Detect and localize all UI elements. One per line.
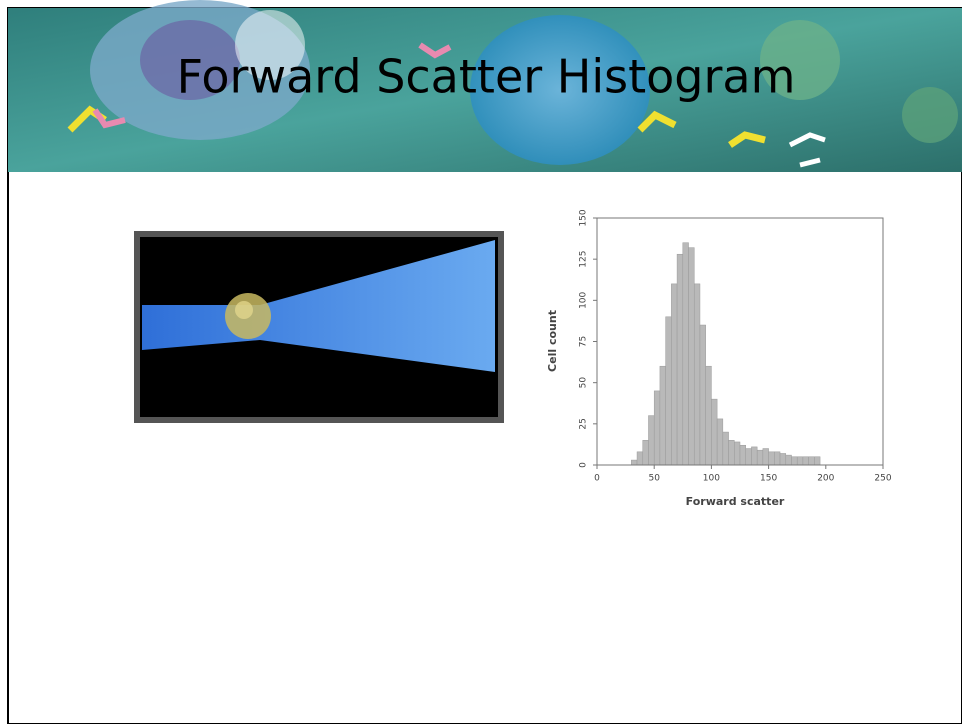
y-tick-label: 0 bbox=[579, 462, 589, 468]
x-tick-label: 250 bbox=[874, 474, 891, 484]
histogram-bar bbox=[780, 453, 786, 465]
histogram-bar bbox=[814, 457, 820, 465]
histogram-bar bbox=[689, 248, 695, 465]
histogram-bar bbox=[774, 452, 780, 465]
histogram-bar bbox=[694, 284, 700, 465]
y-tick-label: 100 bbox=[579, 291, 589, 308]
beam-image bbox=[137, 234, 501, 420]
histogram-bar bbox=[677, 254, 683, 465]
histogram-bar bbox=[706, 366, 712, 465]
histogram-bar bbox=[711, 399, 717, 465]
histogram-bar bbox=[763, 449, 769, 465]
y-tick-label: 125 bbox=[579, 251, 589, 268]
y-tick-label: 75 bbox=[579, 336, 589, 347]
histogram-bar bbox=[791, 457, 797, 465]
y-tick-label: 25 bbox=[579, 418, 589, 429]
slide-title: Forward Scatter Histogram bbox=[177, 50, 796, 104]
histogram-bar bbox=[769, 452, 775, 465]
histogram-bar bbox=[746, 449, 752, 465]
histogram-bar bbox=[797, 457, 803, 465]
x-tick-label: 200 bbox=[817, 474, 834, 484]
x-tick-label: 100 bbox=[703, 474, 720, 484]
histogram-bar bbox=[723, 432, 729, 465]
x-tick-label: 150 bbox=[760, 474, 777, 484]
x-axis-label: Forward scatter bbox=[686, 495, 785, 508]
histogram-bar bbox=[717, 419, 723, 465]
histogram-bar bbox=[660, 366, 666, 465]
histogram-bar bbox=[648, 416, 654, 465]
histogram-bar bbox=[740, 445, 746, 465]
histogram-bar bbox=[786, 455, 792, 465]
slide: Forward Scatter Histogram Forward scatte… bbox=[0, 0, 962, 724]
y-tick-label: 50 bbox=[579, 377, 589, 389]
histogram-bar bbox=[637, 452, 643, 465]
histogram-bar bbox=[809, 457, 815, 465]
histogram-bar bbox=[700, 325, 706, 465]
histogram-bar bbox=[654, 391, 660, 465]
histogram-bar bbox=[751, 447, 757, 465]
x-tick-label: 0 bbox=[594, 474, 600, 484]
histogram-bar bbox=[757, 450, 763, 465]
page: Forward Scatter Histogram Forward scatte… bbox=[0, 0, 962, 724]
histogram-bar bbox=[729, 440, 735, 465]
histogram-bar bbox=[631, 460, 637, 465]
histogram-bar bbox=[803, 457, 809, 465]
y-axis-label: Cell count bbox=[546, 310, 559, 372]
histogram-bar bbox=[643, 440, 649, 465]
histogram-bar bbox=[666, 317, 672, 465]
x-tick-label: 50 bbox=[648, 474, 660, 484]
y-tick-label: 150 bbox=[579, 209, 589, 226]
histogram-bar bbox=[671, 284, 677, 465]
histogram-bar bbox=[734, 442, 740, 465]
histogram-bar bbox=[683, 243, 689, 465]
